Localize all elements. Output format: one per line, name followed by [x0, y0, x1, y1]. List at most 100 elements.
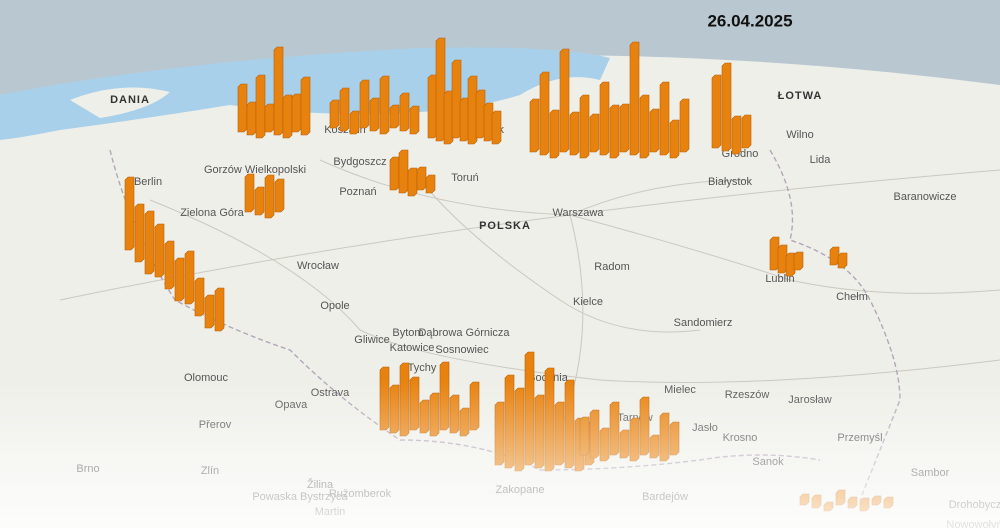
place-label: Wilno	[786, 129, 814, 141]
bar	[389, 156, 400, 191]
bar	[300, 76, 311, 136]
roads	[59, 159, 1000, 431]
bar	[359, 79, 370, 129]
place-label: Sosnowiec	[435, 344, 489, 356]
bar	[349, 110, 360, 135]
bar	[569, 111, 580, 156]
bar	[184, 250, 195, 305]
bar	[407, 167, 418, 197]
bar	[144, 210, 155, 275]
place-label: Gliwice	[354, 334, 389, 346]
bar	[609, 104, 620, 159]
bar	[721, 62, 732, 152]
place-label: Bytom	[392, 327, 423, 339]
bar	[246, 101, 257, 136]
bar	[679, 98, 690, 153]
place-label: Białystok	[708, 176, 753, 188]
place-label: Chełm	[836, 291, 868, 303]
bar	[134, 203, 145, 263]
bar	[579, 94, 590, 159]
place-label: Warszawa	[553, 207, 605, 219]
bar	[459, 97, 470, 142]
country-label: DANIA	[110, 94, 150, 106]
bar	[669, 119, 680, 159]
bar	[549, 109, 560, 159]
bar	[599, 81, 610, 156]
place-label: Baranowicze	[894, 191, 957, 203]
island	[70, 87, 170, 118]
bar	[244, 173, 255, 213]
bar	[529, 98, 540, 153]
bar	[425, 174, 436, 194]
place-label: Gorzów Wielkopolski	[204, 164, 306, 176]
bar	[659, 81, 670, 156]
bar	[483, 102, 494, 142]
bar	[741, 114, 752, 149]
country-label: ŁOTWA	[778, 90, 823, 102]
bar	[539, 71, 550, 156]
bar	[264, 103, 275, 133]
bar	[467, 75, 478, 145]
bar	[416, 166, 427, 191]
bar	[785, 252, 796, 277]
bar	[443, 90, 454, 145]
bar	[154, 223, 165, 278]
place-label: Sandomierz	[674, 317, 733, 329]
place-label: Tychy	[408, 362, 437, 374]
bar	[649, 108, 660, 153]
bar	[254, 186, 265, 216]
bar	[273, 46, 284, 136]
bar	[214, 287, 225, 332]
bar	[174, 257, 185, 302]
bar	[329, 99, 340, 129]
bar	[793, 251, 804, 271]
bar	[619, 103, 630, 153]
bar	[204, 294, 215, 329]
place-label: Poznań	[339, 186, 376, 198]
bar	[559, 48, 570, 153]
bar	[274, 178, 285, 213]
bar	[451, 59, 462, 139]
bar	[731, 115, 742, 155]
bar	[837, 252, 848, 269]
bar	[435, 37, 446, 142]
bar	[427, 74, 438, 139]
date: 26.04.2025	[707, 11, 792, 30]
bar	[639, 94, 650, 159]
bar	[491, 110, 502, 145]
place-label: Dąbrowa Górnicza	[418, 327, 510, 339]
place-label: Zielona Góra	[180, 207, 244, 219]
bar	[475, 89, 486, 139]
bar	[409, 105, 420, 135]
place-label: Berlin	[134, 176, 162, 188]
country-label: POLSKA	[479, 220, 531, 232]
fade	[0, 380, 1000, 528]
bar	[389, 104, 400, 129]
bar	[769, 236, 780, 271]
bar	[264, 174, 275, 219]
bar	[629, 41, 640, 156]
bar	[711, 74, 722, 149]
bar	[829, 246, 840, 266]
place-label: Wrocław	[297, 260, 339, 272]
bar	[255, 74, 266, 139]
place-label: Lida	[810, 154, 832, 166]
bar	[339, 87, 350, 132]
bar	[282, 94, 293, 139]
bar	[237, 83, 248, 133]
bar	[291, 93, 302, 133]
place-label: Toruń	[451, 172, 479, 184]
place-label: Opole	[320, 300, 349, 312]
place-label: Kielce	[573, 296, 603, 308]
bar	[379, 75, 390, 135]
bar	[399, 92, 410, 132]
bar	[369, 97, 380, 132]
place-label: Katowice	[390, 342, 435, 354]
bar	[589, 113, 600, 153]
bar	[164, 240, 175, 290]
place-label: Bydgoszcz	[333, 156, 386, 168]
bar	[777, 244, 788, 274]
bar	[398, 149, 409, 194]
